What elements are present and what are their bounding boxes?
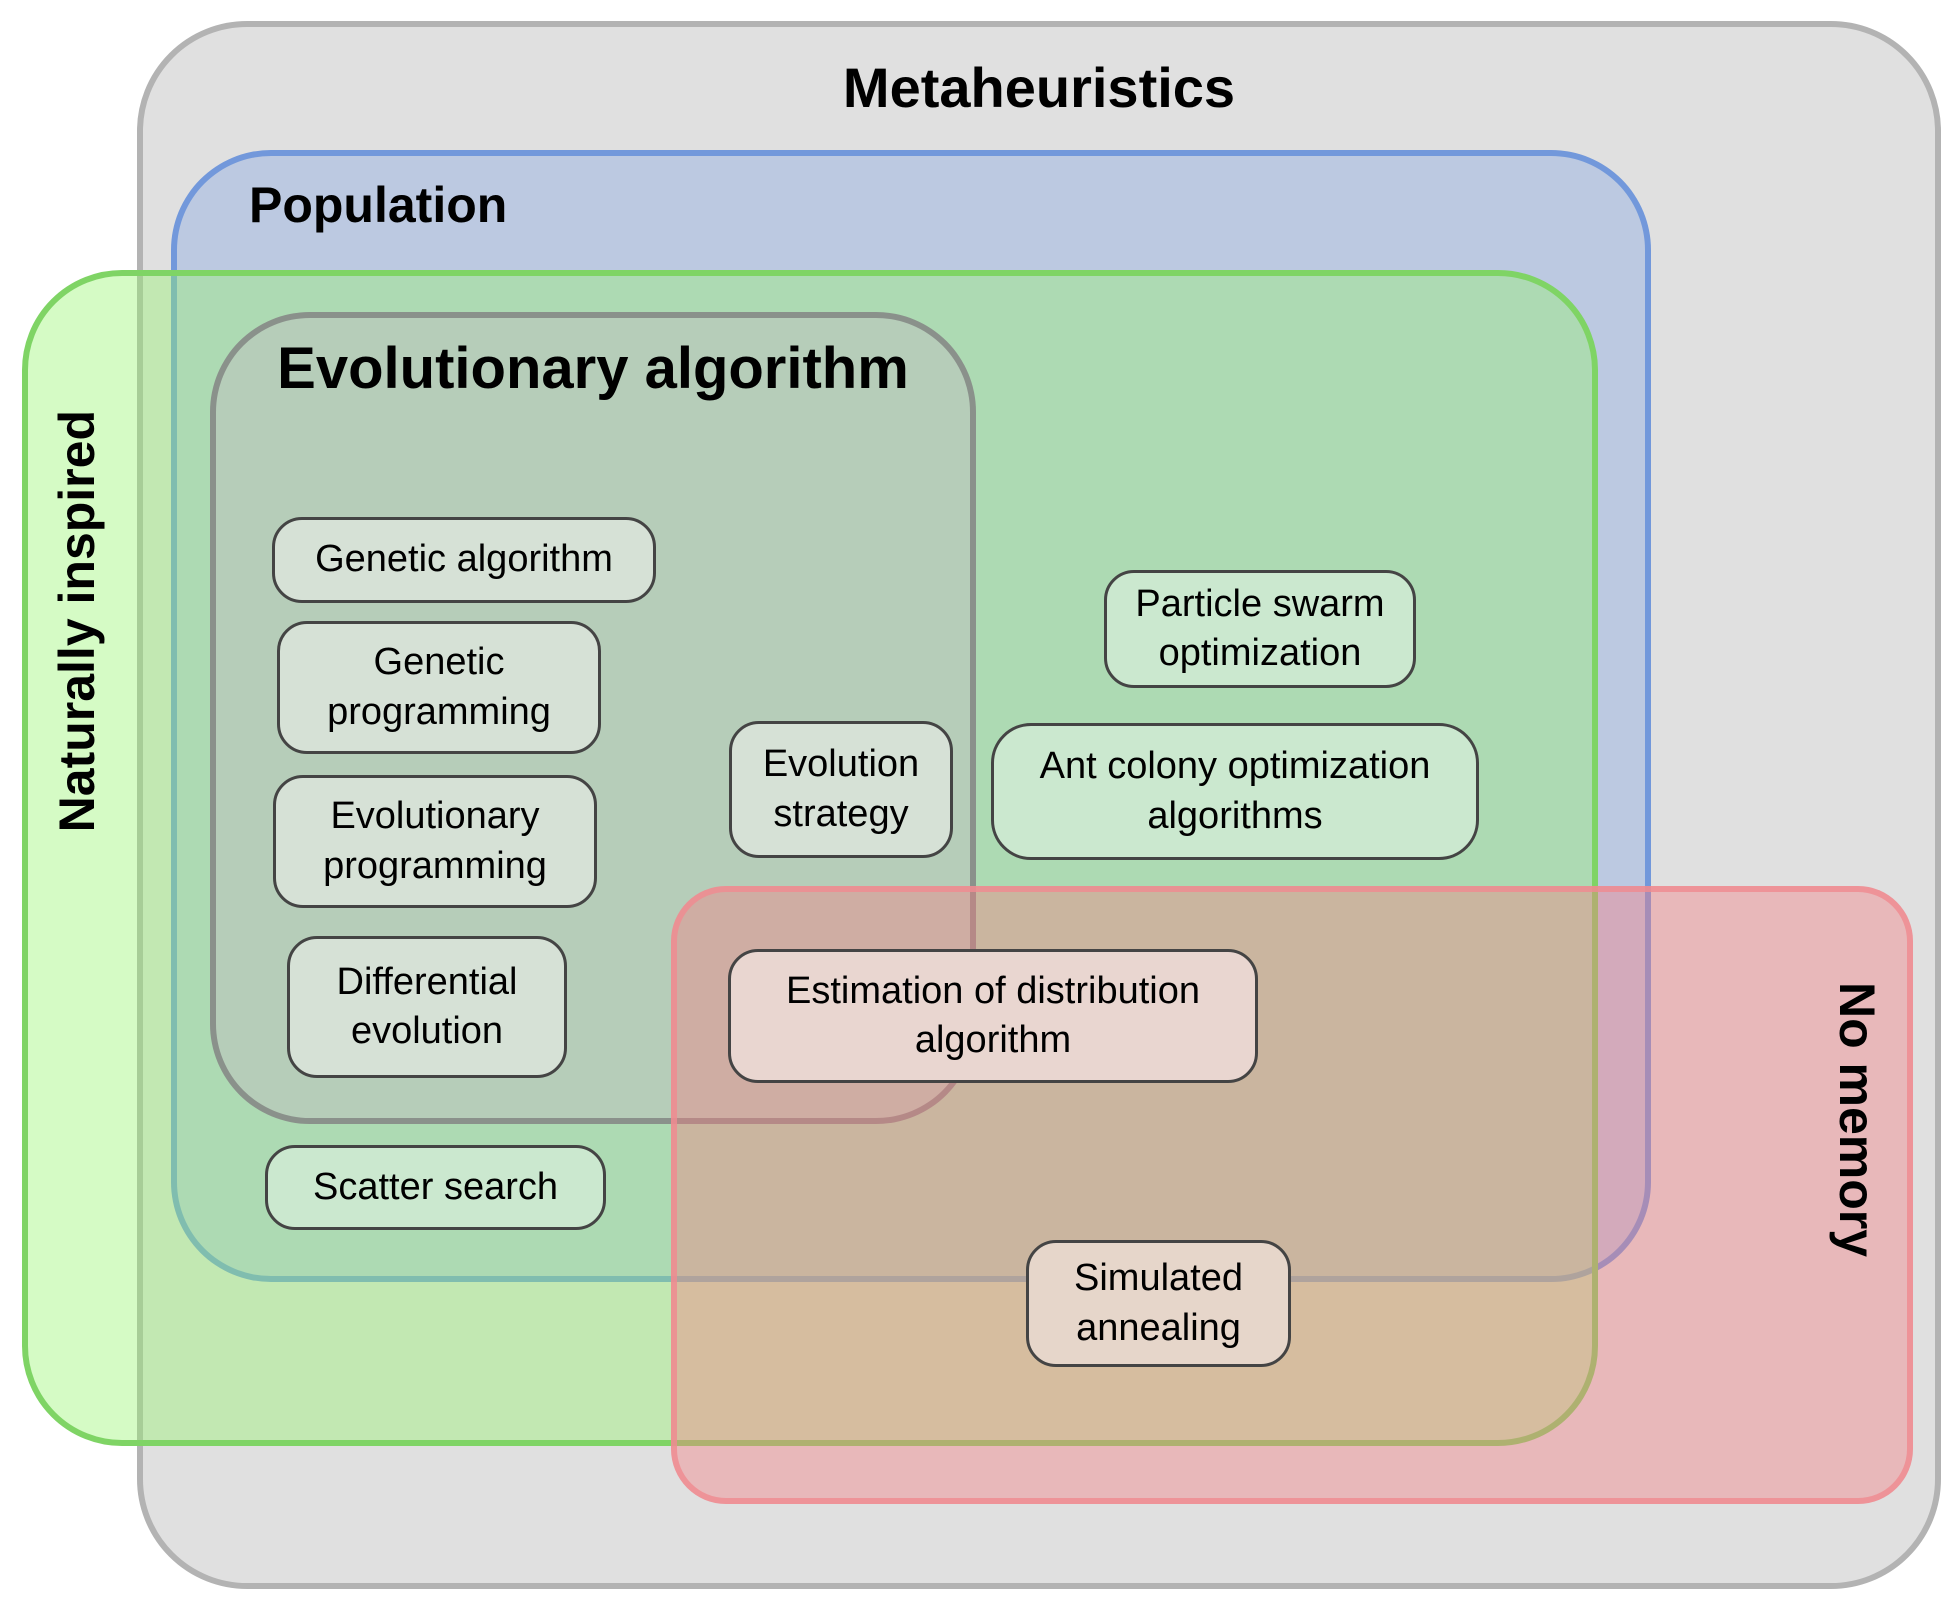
particle-swarm-optimization-node: Particle swarm optimization — [1104, 570, 1416, 688]
evolutionary-programming-node: Evolutionary programming — [273, 775, 597, 908]
naturally-inspired-label: Naturally inspired — [49, 410, 105, 833]
simulated-annealing-node: Simulated annealing — [1026, 1240, 1291, 1367]
scatter-search-node: Scatter search — [265, 1145, 606, 1230]
population-label: Population — [249, 177, 508, 233]
genetic-algorithm-node: Genetic algorithm — [272, 517, 656, 603]
metaheuristics-label: Metaheuristics — [842, 56, 1236, 119]
estimation-of-distribution-node: Estimation of distribution algorithm — [728, 949, 1258, 1083]
evolution-strategy-node: Evolution strategy — [729, 721, 953, 858]
genetic-programming-node: Genetic programming — [277, 621, 601, 754]
ant-colony-optimization-node: Ant colony optimization algorithms — [991, 723, 1479, 860]
no-memory-label: No memory — [1829, 982, 1885, 1258]
evolutionary-algorithm-label: Evolutionary algorithm — [277, 336, 909, 401]
differential-evolution-node: Differential evolution — [287, 936, 567, 1078]
